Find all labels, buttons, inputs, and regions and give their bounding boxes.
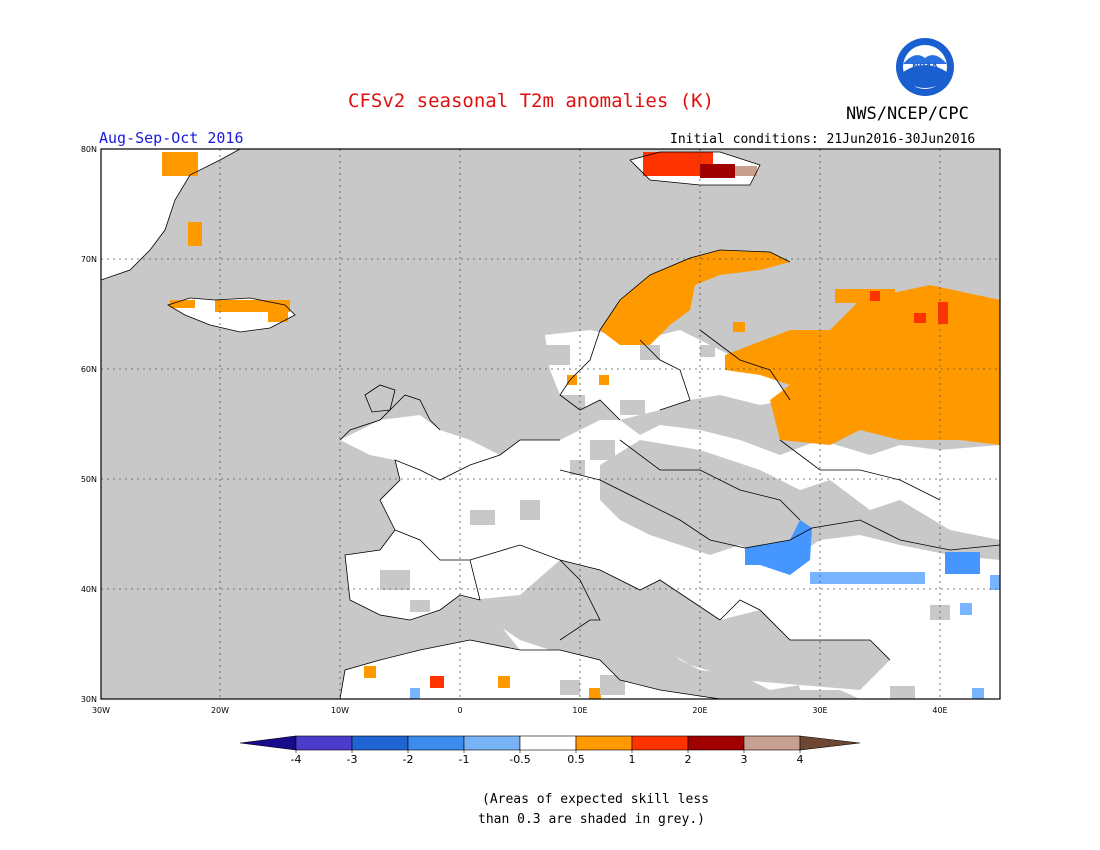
colorbar-swatch xyxy=(351,735,409,751)
svalbard-tan xyxy=(735,166,757,176)
scandinavia-land xyxy=(545,330,790,420)
lon-label: 20W xyxy=(211,706,229,715)
russia-red-2 xyxy=(914,313,926,323)
blue-anomaly-dot-2 xyxy=(972,688,984,699)
africa-orange-dot-2 xyxy=(498,676,510,688)
low-skill-mediterranean xyxy=(470,560,890,690)
lat-label: 80N xyxy=(81,145,97,154)
map-fields xyxy=(101,149,1000,699)
blue-anomaly-dot-3 xyxy=(410,688,420,699)
colorbar-label: 4 xyxy=(797,753,804,766)
graticule xyxy=(101,149,1000,699)
skill-note-line-1: (Areas of expected skill less xyxy=(482,792,709,807)
sweden-orange-dot xyxy=(567,375,577,385)
lon-label: 10E xyxy=(572,706,587,715)
colorbar-label: 0.5 xyxy=(567,753,585,766)
colorbar-swatch xyxy=(743,735,801,751)
colorbar-swatch xyxy=(687,735,745,751)
colorbar-swatch xyxy=(631,735,689,751)
blue-anomaly-strip xyxy=(810,572,925,584)
colorbar-swatch xyxy=(463,735,521,751)
russia-north-orange xyxy=(835,289,895,303)
russia-red-3 xyxy=(938,302,948,324)
lon-label: 20E xyxy=(692,706,707,715)
colorbar-swatch xyxy=(407,735,465,751)
colorbar-label: -2 xyxy=(403,753,414,766)
lat-label: 40N xyxy=(81,585,97,594)
colorbar-arrow-high xyxy=(799,735,861,751)
map-title: CFSv2 seasonal T2m anomalies (K) xyxy=(348,90,715,112)
colorbar-swatch xyxy=(295,735,353,751)
norway-orange xyxy=(600,250,790,345)
blue-anomaly-caucasus xyxy=(945,552,980,574)
africa-orange-dot-1 xyxy=(364,666,376,678)
russia-orange xyxy=(725,285,1000,445)
lon-labels: 30W 20W 10W 0 10E 20E 30E 40E xyxy=(92,706,948,715)
finland-orange-dot xyxy=(733,322,745,332)
greenland-land xyxy=(101,149,240,280)
lat-label: 50N xyxy=(81,475,97,484)
svalbard-darkred xyxy=(700,164,735,178)
iceland-orange-2 xyxy=(268,312,288,322)
noaa-logo-text: NOAA xyxy=(912,62,938,71)
colorbar-label: 3 xyxy=(741,753,748,766)
coastlines xyxy=(101,149,1000,699)
colorbar-swatch xyxy=(519,735,577,751)
lon-label: 10W xyxy=(331,706,349,715)
colorbar: -4 -3 -2 -1 -0.5 0.5 1 2 3 4 xyxy=(239,735,861,766)
colorbar-label: -1 xyxy=(459,753,470,766)
lon-label: 30W xyxy=(92,706,110,715)
initial-conditions-label: Initial conditions: 21Jun2016-30Jun2016 xyxy=(670,132,976,147)
africa-red-dot xyxy=(430,676,444,688)
colorbar-swatch xyxy=(575,735,633,751)
lat-label: 30N xyxy=(81,695,97,704)
colorbar-label: 2 xyxy=(685,753,692,766)
colorbar-label: -4 xyxy=(291,753,302,766)
greenland-orange xyxy=(162,152,198,176)
lon-label: 0 xyxy=(457,706,462,715)
blue-anomaly-dot-4 xyxy=(990,575,1000,590)
map-frame xyxy=(100,148,1001,700)
iceland-orange-3 xyxy=(170,300,195,308)
colorbar-label: -0.5 xyxy=(509,753,530,766)
colorbar-label: -3 xyxy=(347,753,358,766)
iceland-orange xyxy=(215,300,290,312)
agency-label: NWS/NCEP/CPC xyxy=(846,104,969,124)
lon-label: 40E xyxy=(932,706,947,715)
lat-labels: 80N 70N 60N 50N 40N 30N xyxy=(81,145,97,704)
lon-label: 30E xyxy=(812,706,827,715)
russia-red-1 xyxy=(870,291,880,301)
season-label: Aug-Sep-Oct 2016 xyxy=(99,129,244,147)
skill-note-line-2: than 0.3 are shaded in grey.) xyxy=(478,812,705,827)
blue-anomaly-turkey xyxy=(745,520,812,575)
colorbar-arrow-low xyxy=(239,735,297,751)
colorbar-label: 1 xyxy=(629,753,636,766)
lat-label: 70N xyxy=(81,255,97,264)
sweden-orange-dot-2 xyxy=(599,375,609,385)
greenland-orange-2 xyxy=(188,222,202,246)
lat-label: 60N xyxy=(81,365,97,374)
noaa-logo-icon: NOAA xyxy=(896,38,954,96)
africa-orange-dot-3 xyxy=(589,688,601,699)
blue-anomaly-dot xyxy=(960,603,972,615)
